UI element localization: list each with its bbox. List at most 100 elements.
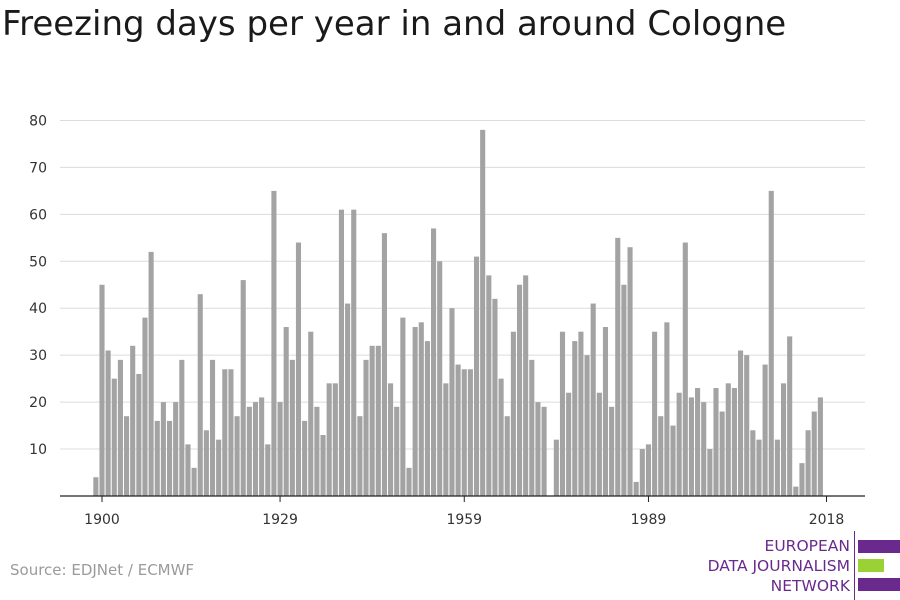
bar-1929 xyxy=(277,402,283,496)
bar-1945 xyxy=(375,345,381,496)
bar-1910 xyxy=(160,402,166,496)
bar-1938 xyxy=(332,383,338,496)
bar-1899 xyxy=(93,477,99,496)
bar-2010 xyxy=(774,439,780,496)
bar-1951 xyxy=(412,327,418,496)
bar-1918 xyxy=(209,359,216,496)
bar-1965 xyxy=(498,378,504,496)
bar-1927 xyxy=(265,444,271,496)
logo-bar-green xyxy=(858,559,884,572)
x-tick-label: 1959 xyxy=(446,512,482,528)
y-tick-label: 40 xyxy=(29,301,47,317)
bar-1944 xyxy=(369,345,375,496)
bar-1999 xyxy=(707,449,713,496)
bar-1955 xyxy=(437,261,443,496)
bar-1983 xyxy=(609,406,615,496)
bar-2015 xyxy=(805,430,811,496)
bar-1990 xyxy=(652,331,658,496)
x-tick-label: 1989 xyxy=(631,512,667,528)
y-axis-labels: 10 20 30 40 50 60 70 80 xyxy=(29,113,47,458)
logo-line-1: EUROPEAN xyxy=(764,537,850,555)
y-tick-label: 60 xyxy=(29,207,47,223)
bar-2014 xyxy=(799,463,805,496)
bar-2002 xyxy=(725,383,731,496)
bar-1936 xyxy=(320,434,326,496)
y-tick-label: 80 xyxy=(29,113,47,129)
bar-1978 xyxy=(578,331,584,496)
bar-2008 xyxy=(762,364,768,496)
bar-1932 xyxy=(295,242,302,496)
bar-1911 xyxy=(166,420,173,496)
bar-1937 xyxy=(326,383,332,496)
bar-1946 xyxy=(381,233,387,496)
bar-1967 xyxy=(510,331,516,496)
bar-1992 xyxy=(664,322,670,496)
bar-1956 xyxy=(443,383,449,496)
bar-1941 xyxy=(351,209,357,497)
y-tick-label: 70 xyxy=(29,160,47,176)
bar-1919 xyxy=(216,439,222,496)
bar-2013 xyxy=(793,486,799,496)
bar-2011 xyxy=(780,383,787,496)
bar-1996 xyxy=(688,397,694,496)
bar-1981 xyxy=(596,392,602,496)
bar-1964 xyxy=(492,298,498,496)
bar-1985 xyxy=(621,284,627,496)
bar-1943 xyxy=(363,359,369,496)
bar-1903 xyxy=(117,359,123,496)
bar-1935 xyxy=(314,406,320,496)
bar-1986 xyxy=(627,247,633,496)
bar-1925 xyxy=(252,402,259,496)
y-tick-label: 20 xyxy=(29,395,47,411)
bar-1962 xyxy=(480,129,486,496)
bar-1995 xyxy=(682,242,688,496)
bar-1998 xyxy=(701,402,707,496)
bar-1954 xyxy=(431,228,437,496)
bar-1900 xyxy=(99,284,105,496)
bar-1940 xyxy=(345,303,351,496)
bar-1982 xyxy=(602,327,609,496)
y-tick-label: 30 xyxy=(29,348,47,364)
bar-1980 xyxy=(590,303,596,496)
bar-1904 xyxy=(124,416,130,496)
bar-1950 xyxy=(406,467,412,496)
x-tick-label: 1929 xyxy=(262,512,298,528)
bar-2005 xyxy=(744,355,750,496)
bar-1926 xyxy=(259,397,265,496)
bar-1902 xyxy=(111,378,117,496)
bar-1984 xyxy=(615,237,621,496)
bar-1920 xyxy=(222,369,228,496)
logo-line-3: NETWORK xyxy=(770,577,850,595)
bar-1928 xyxy=(271,190,277,496)
bar-1958 xyxy=(455,364,461,496)
bar-2017 xyxy=(817,397,823,496)
bar-1974 xyxy=(553,439,559,496)
bar-1957 xyxy=(449,308,455,496)
bar-1909 xyxy=(154,420,160,496)
logo-line-2: DATA JOURNALISM xyxy=(707,557,850,575)
chart-title: Freezing days per year in and around Col… xyxy=(2,4,787,44)
bar-1906 xyxy=(136,373,142,496)
bar-1963 xyxy=(486,275,492,496)
bar-1949 xyxy=(400,317,406,496)
bar-1991 xyxy=(658,416,664,496)
bar-2016 xyxy=(811,411,817,496)
logo-bar-purple-top xyxy=(858,540,900,553)
x-tick-label: 2018 xyxy=(809,512,845,528)
bar-2007 xyxy=(756,439,762,496)
logo-bar-purple-bottom xyxy=(858,578,900,591)
bar-1988 xyxy=(639,449,645,496)
bar-1994 xyxy=(676,392,682,496)
bar-1993 xyxy=(670,425,676,496)
bar-1977 xyxy=(572,341,578,496)
bar-1975 xyxy=(559,331,566,496)
bar-2001 xyxy=(719,411,725,496)
x-axis-ticks: 1900 1929 1959 1989 2018 xyxy=(84,496,844,528)
bar-1947 xyxy=(388,383,394,496)
x-tick-label: 1900 xyxy=(84,512,120,528)
bar-1997 xyxy=(695,388,701,496)
bar-2003 xyxy=(731,388,737,496)
bar-1905 xyxy=(130,345,136,496)
bar-1948 xyxy=(394,406,400,496)
